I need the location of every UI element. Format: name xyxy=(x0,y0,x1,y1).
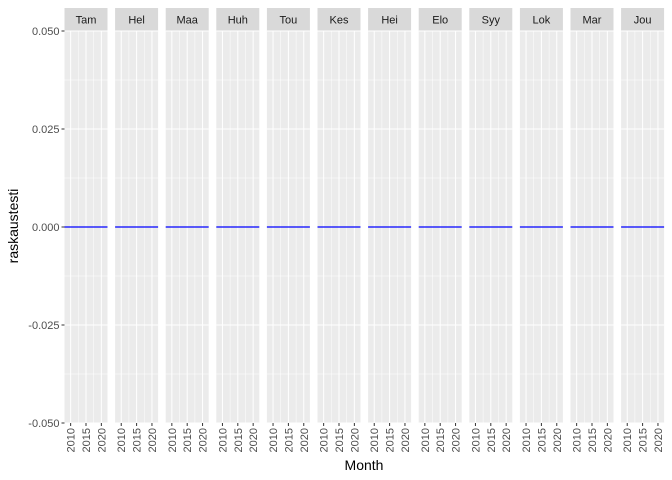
facet-strip xyxy=(621,8,665,31)
facet-strip xyxy=(216,8,260,31)
x-tick-label: 2020 xyxy=(349,428,361,452)
facet-strip-label: Tou xyxy=(280,15,298,27)
y-axis: -0.050 -0.025 0.000 0.025 0.050 xyxy=(28,26,65,430)
x-tick-label: 2020 xyxy=(451,428,463,452)
facet-panel-elo: Elo 2010 2015 2020 xyxy=(418,8,463,452)
facet-panel-mar: Mar 2010 2015 2020 xyxy=(570,8,614,452)
facet-panel-maa: Maa 2010 2015 2020 xyxy=(165,8,210,452)
x-tick-label: 2010 xyxy=(167,428,179,452)
x-tick-label: 2015 xyxy=(81,428,93,452)
facet-panel-tam: Tam 2010 2015 2020 xyxy=(64,8,108,452)
x-tick-label: 2020 xyxy=(198,428,210,452)
x-tick-label: 2020 xyxy=(147,428,159,452)
facet-strip-label: Mar xyxy=(583,15,602,27)
x-tick-label: 2015 xyxy=(486,428,498,452)
x-axis-title: Month xyxy=(345,457,384,473)
x-tick-label: 2020 xyxy=(400,428,412,452)
x-tick-label: 2015 xyxy=(132,428,144,452)
y-tick-label: 0.025 xyxy=(32,124,60,136)
facet-strip-label: Kes xyxy=(330,15,349,27)
x-tick-label: 2020 xyxy=(552,428,564,452)
x-tick-label: 2015 xyxy=(283,428,295,452)
facet-strip xyxy=(115,8,159,31)
facet-panel-syy: Syy 2010 2015 2020 xyxy=(469,8,513,452)
facet-strip-label: Lok xyxy=(533,15,551,27)
facet-panel-tou: Tou 2010 2015 2020 xyxy=(266,8,311,452)
x-tick-label: 2010 xyxy=(470,428,482,452)
x-tick-label: 2020 xyxy=(248,428,260,452)
y-tick-label: 0.050 xyxy=(32,26,60,38)
x-tick-label: 2015 xyxy=(536,428,548,452)
facet-panel-hei: Hei 2010 2015 2020 xyxy=(368,8,412,452)
facet-strip-label: Huh xyxy=(228,15,248,27)
x-tick-label: 2010 xyxy=(572,428,584,452)
facet-strip xyxy=(519,8,563,31)
x-tick-label: 2015 xyxy=(334,428,346,452)
x-tick-label: 2015 xyxy=(638,428,650,452)
x-tick-label: 2010 xyxy=(420,428,432,452)
x-tick-label: 2020 xyxy=(96,428,108,452)
x-tick-label: 2020 xyxy=(501,428,513,452)
facet-strip-label: Jou xyxy=(634,15,652,27)
y-tick-label: -0.025 xyxy=(28,320,59,332)
x-tick-label: 2015 xyxy=(233,428,245,452)
x-tick-label: 2015 xyxy=(385,428,397,452)
facet-strip xyxy=(368,8,412,31)
facet-strip xyxy=(570,8,614,31)
facet-panel-hel: Hel 2010 2015 2020 xyxy=(115,8,159,452)
x-tick-label: 2010 xyxy=(66,428,78,452)
facet-panel-jou: Jou 2010 2015 2020 xyxy=(621,8,665,452)
facet-panel-lok: Lok 2010 2015 2020 xyxy=(519,8,564,452)
facet-strip xyxy=(266,8,310,31)
facet-panel-huh: Huh 2010 2015 2020 xyxy=(216,8,260,452)
x-tick-label: 2010 xyxy=(116,428,128,452)
facet-strip-label: Syy xyxy=(482,15,501,27)
x-tick-label: 2010 xyxy=(521,428,533,452)
facet-strip xyxy=(469,8,513,31)
x-tick-label: 2010 xyxy=(622,428,634,452)
x-tick-label: 2015 xyxy=(587,428,599,452)
x-tick-label: 2020 xyxy=(653,428,665,452)
facet-strip xyxy=(418,8,462,31)
facet-strip-label: Elo xyxy=(432,15,448,27)
x-tick-label: 2020 xyxy=(299,428,311,452)
x-tick-label: 2015 xyxy=(435,428,447,452)
facet-strip xyxy=(165,8,209,31)
x-tick-label: 2010 xyxy=(217,428,229,452)
facet-strip-label: Tam xyxy=(76,15,97,27)
facet-strip-label: Hel xyxy=(128,15,145,27)
x-tick-label: 2010 xyxy=(268,428,280,452)
facet-panel-kes: Kes 2010 2015 2020 xyxy=(317,8,361,452)
x-tick-label: 2010 xyxy=(369,428,381,452)
y-tick-label: -0.050 xyxy=(28,418,59,430)
facet-strip xyxy=(64,8,108,31)
facet-strip-label: Hei xyxy=(381,15,398,27)
facet-strip xyxy=(317,8,361,31)
x-tick-label: 2015 xyxy=(182,428,194,452)
facet-strip-label: Maa xyxy=(176,15,198,27)
y-axis-title: raskaustesti xyxy=(5,189,21,264)
x-tick-label: 2020 xyxy=(602,428,614,452)
y-tick-label: 0.000 xyxy=(32,222,60,234)
x-tick-label: 2010 xyxy=(319,428,331,452)
